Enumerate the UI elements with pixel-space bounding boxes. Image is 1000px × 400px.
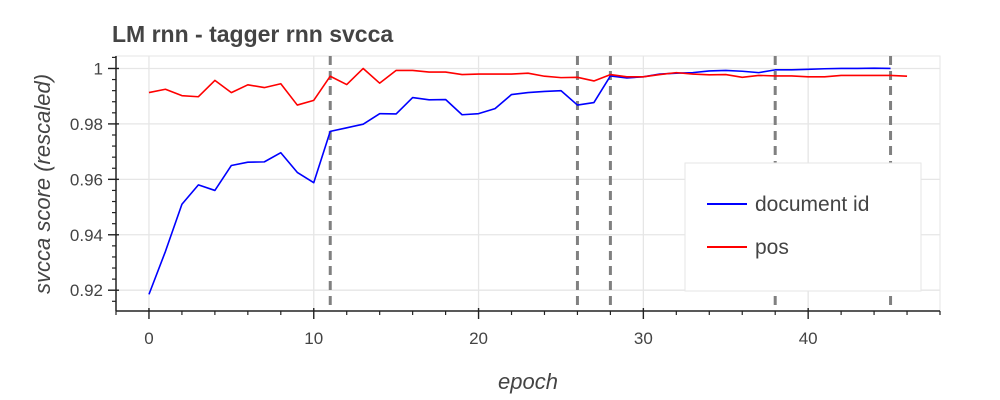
y-tick-label: 0.92 — [70, 281, 103, 300]
legend: document id pos — [684, 162, 922, 292]
legend-label-document-id: document id — [755, 193, 869, 216]
y-tick-label: 0.94 — [70, 226, 103, 245]
series-line-pos — [148, 67, 908, 106]
y-tick-label: 1 — [94, 59, 103, 78]
chart-title: LM rnn - tagger rnn svcca — [112, 21, 393, 47]
series-line-document-id — [148, 67, 891, 295]
y-tick-label: 0.96 — [70, 170, 103, 189]
legend-label-pos: pos — [755, 236, 789, 259]
x-tick-label: 30 — [634, 329, 653, 348]
y-axis-label: svcca score (rescaled) — [30, 74, 55, 294]
axes: 0 10 20 30 40 0.92 0.94 0.96 0.98 1 — [70, 56, 941, 348]
x-tick-label: 40 — [799, 329, 818, 348]
x-tick-label: 20 — [469, 329, 488, 348]
x-tick-label: 10 — [304, 329, 323, 348]
x-tick-label: 0 — [144, 329, 153, 348]
series-lines — [148, 67, 908, 295]
x-axis-label: epoch — [498, 369, 558, 394]
legend-box — [684, 162, 922, 292]
y-tick-label: 0.98 — [70, 115, 103, 134]
